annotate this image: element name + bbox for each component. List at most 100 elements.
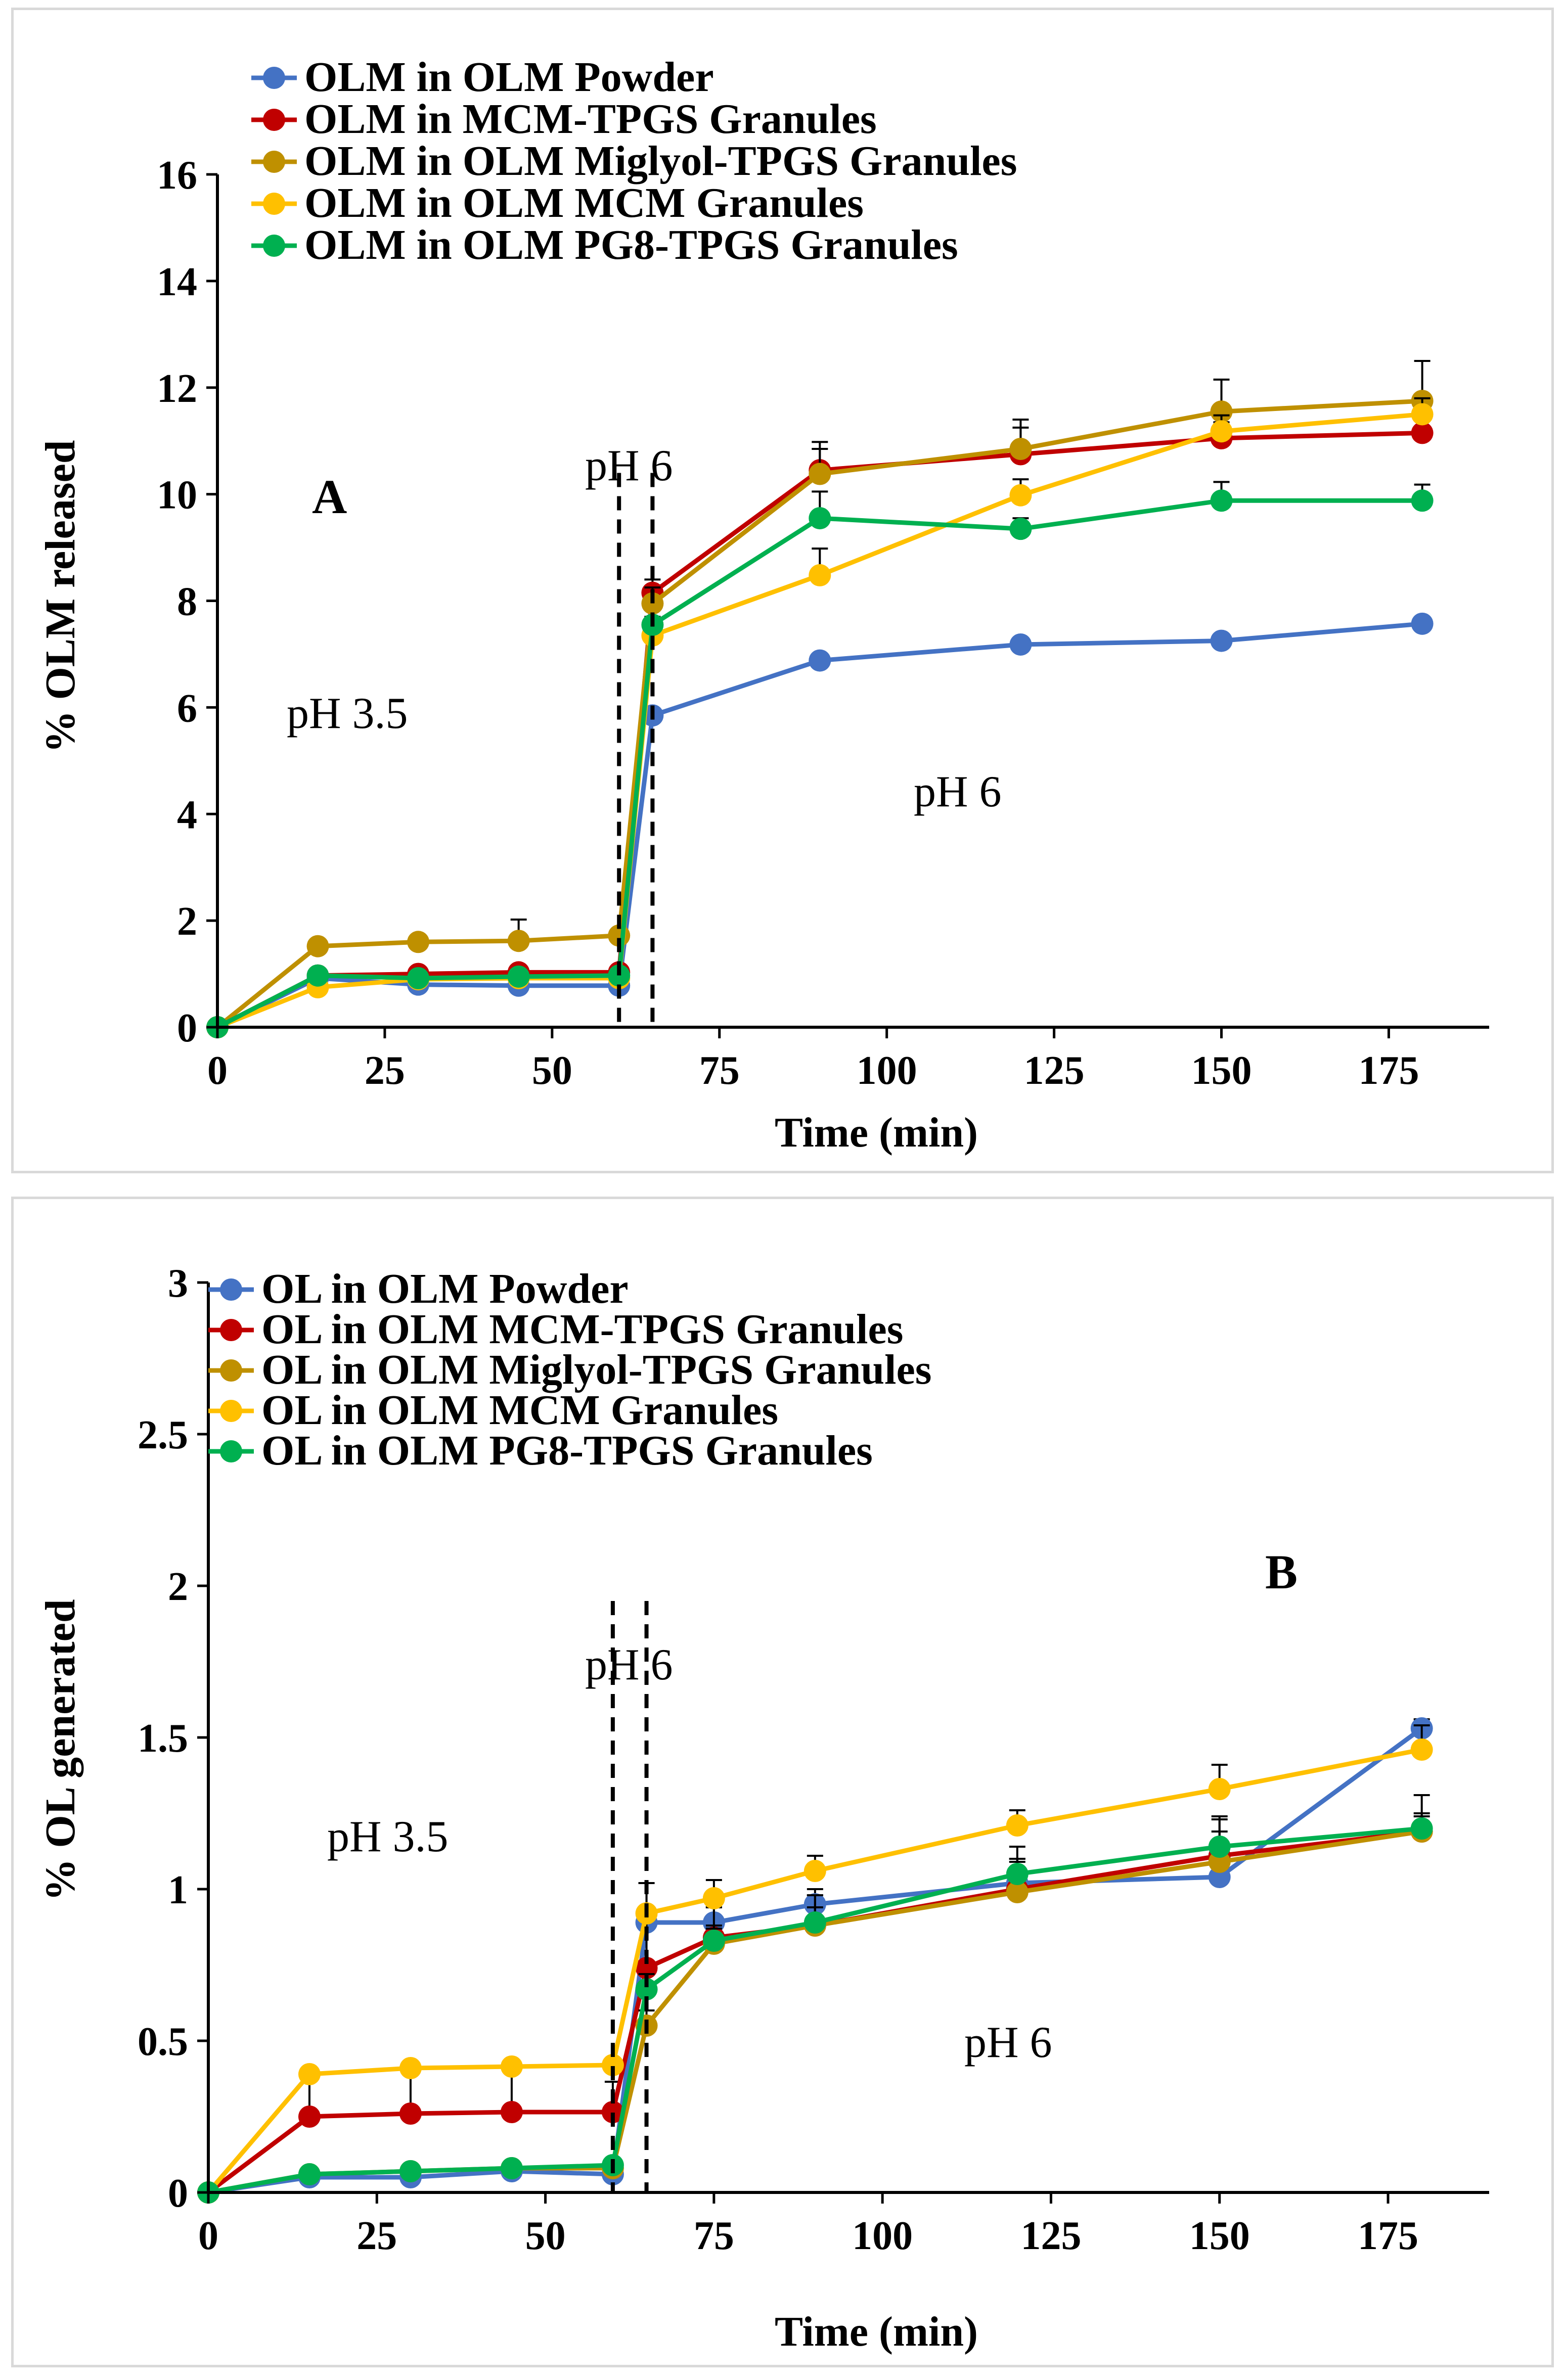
data-point bbox=[1009, 484, 1032, 507]
chart-panel-a: 0 2 4 6 8 10 12 14 16 0 25 50 75 100 125 150 175 A pH 3.… bbox=[11, 8, 1554, 1173]
legend-label: OLM in MCM-TPGS Granules bbox=[304, 96, 877, 143]
series-line bbox=[208, 1726, 1423, 2195]
data-point bbox=[500, 2157, 523, 2179]
y-tick-label: 1 bbox=[168, 1868, 188, 1912]
x-tick-label: 50 bbox=[532, 1048, 572, 1093]
legend-swatch-marker bbox=[263, 235, 285, 257]
chart-b-axes: 0 0.5 1 1.5 2 2.5 3 0 25 50 75 100 125 150 175 bbox=[138, 1261, 1489, 2258]
data-point bbox=[399, 2160, 422, 2182]
data-point bbox=[1210, 420, 1233, 443]
data-point bbox=[809, 649, 831, 672]
annotation-ph-3-5-b: pH 3.5 bbox=[327, 1812, 449, 1861]
legend-item: OL in OLM Powder bbox=[208, 1265, 629, 1312]
data-point bbox=[507, 930, 530, 952]
data-point bbox=[1411, 403, 1434, 426]
data-point bbox=[298, 2063, 321, 2085]
annotation-ph-6-right-b: pH 6 bbox=[964, 2018, 1052, 2067]
x-tick-label: 100 bbox=[857, 1048, 917, 1093]
legend-swatch-marker bbox=[220, 1359, 242, 1382]
data-point bbox=[1411, 422, 1434, 444]
data-point bbox=[1006, 1863, 1029, 1885]
legend-swatch-marker bbox=[263, 151, 285, 173]
x-tick-label: 75 bbox=[694, 2214, 734, 2258]
y-tick-label: 0 bbox=[168, 2171, 188, 2216]
legend-item: OLM in OLM Miglyol-TPGS Granules bbox=[251, 138, 1017, 185]
legend-label: OL in OLM Powder bbox=[261, 1265, 629, 1312]
x-tick-label: 175 bbox=[1358, 2214, 1418, 2258]
x-tick-label: 0 bbox=[207, 1048, 228, 1093]
chart-a-svg: 0 2 4 6 8 10 12 14 16 0 25 50 75 100 125 150 175 A pH 3.… bbox=[37, 54, 1489, 1156]
legend-label: OLM in OLM MCM Granules bbox=[304, 179, 864, 226]
data-point bbox=[500, 2101, 523, 2123]
x-tick-label: 150 bbox=[1191, 1048, 1252, 1093]
legend-swatch-marker bbox=[220, 1278, 242, 1301]
legend-swatch-marker bbox=[220, 1440, 242, 1462]
y-tick-label: 16 bbox=[157, 153, 197, 198]
data-point bbox=[399, 2057, 422, 2079]
data-point bbox=[635, 1978, 658, 2000]
legend-item: OLM in OLM PG8-TPGS Granules bbox=[251, 221, 958, 268]
data-point bbox=[1411, 489, 1434, 512]
y-tick-label: 0.5 bbox=[138, 2020, 188, 2064]
data-point bbox=[803, 1911, 826, 1934]
series-line bbox=[216, 621, 1423, 1030]
x-axis-title-a: Time (min) bbox=[775, 1109, 978, 1156]
x-tick-label: 175 bbox=[1358, 1048, 1419, 1093]
y-tick-label: 6 bbox=[177, 686, 197, 730]
series-line bbox=[216, 398, 1422, 1029]
legend-item: OLM in OLM MCM Granules bbox=[251, 179, 864, 226]
data-point bbox=[1009, 633, 1032, 656]
annotation-ph-6-right-a: pH 6 bbox=[914, 767, 1002, 816]
y-tick-label: 0 bbox=[177, 1006, 197, 1050]
data-point bbox=[601, 2054, 624, 2076]
data-point bbox=[702, 1887, 725, 1909]
chart-panel-b: 0 0.5 1 1.5 2 2.5 3 0 25 50 75 100 125 150 175 B pH 3.… bbox=[11, 1197, 1554, 2367]
series-5 bbox=[197, 1812, 1433, 2204]
legend-item: OLM in MCM-TPGS Granules bbox=[251, 96, 877, 143]
chart-a-series-layer bbox=[206, 360, 1434, 1038]
legend-label: OLM in OLM Powder bbox=[304, 54, 714, 101]
y-tick-label: 8 bbox=[177, 580, 197, 624]
legend-item: OL in OLM PG8-TPGS Granules bbox=[208, 1427, 873, 1474]
data-point bbox=[298, 2106, 321, 2128]
series-1 bbox=[197, 1717, 1433, 2204]
chart-a-axes: 0 2 4 6 8 10 12 14 16 0 25 50 75 100 125 150 175 bbox=[157, 153, 1489, 1093]
data-point bbox=[298, 2163, 321, 2185]
x-tick-label: 125 bbox=[1024, 1048, 1085, 1093]
series-line bbox=[208, 1829, 1422, 2195]
annotation-ph-6-top-a: pH 6 bbox=[585, 441, 673, 490]
chart-b-svg: 0 0.5 1 1.5 2 2.5 3 0 25 50 75 100 125 150 175 B pH 3.… bbox=[37, 1261, 1489, 2355]
y-tick-label: 10 bbox=[157, 473, 197, 518]
data-point bbox=[601, 2101, 624, 2123]
data-point bbox=[1411, 612, 1434, 635]
data-point bbox=[641, 592, 664, 615]
series-line bbox=[216, 498, 1422, 1030]
data-point bbox=[306, 935, 329, 957]
data-point bbox=[306, 964, 329, 987]
panel-label-a: A bbox=[312, 470, 347, 524]
x-tick-label: 100 bbox=[852, 2214, 913, 2258]
y-tick-label: 2.5 bbox=[138, 1413, 188, 1457]
data-point bbox=[702, 1930, 725, 1952]
legend-label: OLM in OLM Miglyol-TPGS Granules bbox=[304, 138, 1017, 185]
legend-swatch-marker bbox=[263, 193, 285, 215]
legend-swatch-marker bbox=[220, 1319, 242, 1341]
data-point bbox=[1210, 629, 1233, 652]
y-tick-label: 14 bbox=[157, 260, 197, 304]
data-point bbox=[809, 507, 831, 530]
legend-swatch-marker bbox=[263, 67, 285, 89]
data-point bbox=[1006, 1881, 1029, 1903]
data-point bbox=[1208, 1778, 1231, 1800]
panel-label-b: B bbox=[1265, 1545, 1298, 1599]
series-5 bbox=[206, 481, 1434, 1038]
series-line bbox=[207, 1829, 1422, 2194]
chart-b-series-layer bbox=[197, 1717, 1433, 2204]
x-tick-label: 75 bbox=[699, 1048, 740, 1093]
annotation-ph-6-top-b: pH 6 bbox=[585, 1640, 673, 1689]
data-point bbox=[1208, 1836, 1231, 1858]
legend-item: OLM in OLM Powder bbox=[251, 54, 714, 101]
data-point bbox=[407, 967, 430, 989]
x-tick-label: 150 bbox=[1189, 2214, 1250, 2258]
legend-label: OL in OLM PG8-TPGS Granules bbox=[261, 1427, 873, 1474]
